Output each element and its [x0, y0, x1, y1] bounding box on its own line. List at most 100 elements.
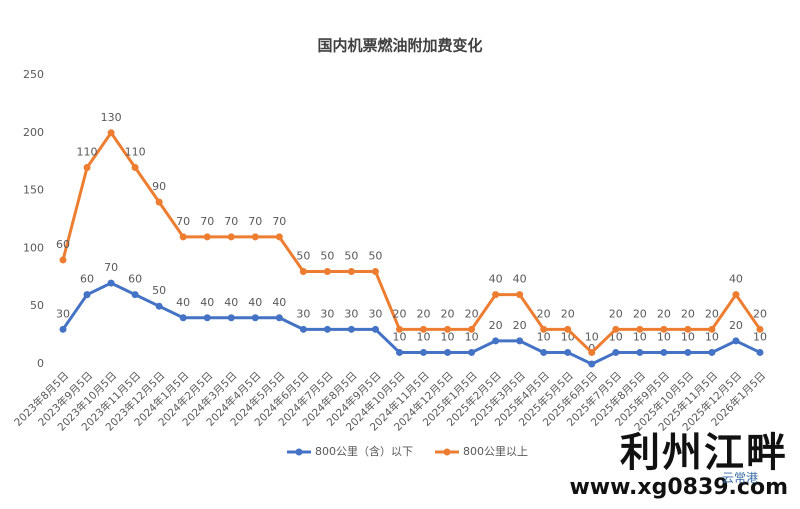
series-line [61, 130, 762, 355]
data-label: 20 [465, 307, 479, 320]
data-label: 30 [56, 307, 70, 320]
data-label: 40 [272, 296, 286, 309]
y-tick-label: 0 [37, 357, 44, 370]
data-point [708, 325, 716, 333]
data-label: 70 [272, 215, 286, 228]
data-point [155, 302, 163, 310]
data-point [420, 325, 428, 333]
data-point [251, 314, 259, 322]
data-label: 30 [320, 307, 334, 320]
watermark-corner: 云常港 [721, 471, 758, 485]
data-point [588, 348, 596, 356]
data-point [131, 163, 139, 171]
watermark-brand: 利州江畔 [620, 430, 788, 476]
data-point [612, 325, 620, 333]
data-label: 40 [200, 296, 214, 309]
data-point [708, 348, 716, 356]
data-label: 50 [368, 250, 382, 263]
data-label: 60 [128, 273, 142, 286]
data-point [420, 348, 428, 356]
data-label: 40 [224, 296, 238, 309]
data-label: 20 [537, 307, 551, 320]
data-point [516, 291, 524, 299]
chart-title: 国内机票燃油附加费变化 [317, 37, 482, 55]
data-point [323, 268, 331, 276]
data-label: 20 [609, 307, 623, 320]
y-tick-label: 250 [23, 68, 44, 81]
data-label: 110 [77, 145, 98, 158]
data-point [155, 198, 163, 206]
data-point [203, 233, 211, 241]
data-label: 50 [152, 284, 166, 297]
series-line [61, 281, 761, 366]
data-label: 10 [392, 330, 406, 343]
data-point [227, 314, 235, 322]
data-label: 20 [392, 307, 406, 320]
data-label: 10 [753, 330, 767, 343]
data-point [227, 233, 235, 241]
data-point [275, 314, 283, 322]
data-label: 70 [176, 215, 190, 228]
data-point [299, 268, 307, 276]
data-point [347, 325, 355, 333]
data-label: 90 [152, 180, 166, 193]
data-point [492, 291, 500, 299]
data-point [371, 325, 379, 333]
data-point [564, 348, 572, 356]
data-point [275, 233, 283, 241]
data-label: 20 [561, 307, 575, 320]
data-label: 70 [248, 215, 262, 228]
data-label: 60 [56, 238, 70, 251]
data-point [564, 325, 572, 333]
data-label: 20 [489, 319, 503, 332]
data-point [660, 325, 668, 333]
data-point [371, 268, 379, 276]
data-label: 10 [633, 330, 647, 343]
data-label: 40 [248, 296, 262, 309]
data-point [468, 325, 476, 333]
data-point [684, 325, 692, 333]
data-point [540, 348, 548, 356]
data-label: 50 [296, 250, 310, 263]
data-point [468, 348, 476, 356]
data-point [251, 233, 259, 241]
data-point [516, 337, 524, 345]
data-point [756, 348, 764, 356]
data-label: 30 [344, 307, 358, 320]
legend-label: 800公里（含）以下 [315, 444, 413, 458]
data-label: 70 [200, 215, 214, 228]
data-label: 30 [368, 307, 382, 320]
data-point [131, 291, 139, 299]
watermark-url: www.xg0839.com [569, 475, 788, 500]
watermark: 云常港 利州江畔 www.xg0839.com [569, 431, 788, 501]
data-label: 20 [705, 307, 719, 320]
data-label: 10 [417, 330, 431, 343]
legend-marker [295, 448, 303, 456]
data-point [444, 325, 452, 333]
data-label: 110 [125, 145, 146, 158]
data-point [636, 348, 644, 356]
data-point [179, 233, 187, 241]
data-label: 60 [80, 273, 94, 286]
data-point [588, 360, 596, 368]
data-point [492, 337, 500, 345]
legend-marker [443, 448, 451, 456]
data-label: 40 [729, 273, 743, 286]
data-label: 70 [104, 261, 118, 274]
data-label: 20 [513, 319, 527, 332]
data-point [684, 348, 692, 356]
data-label: 70 [224, 215, 238, 228]
data-label: 30 [296, 307, 310, 320]
data-point [732, 337, 740, 345]
data-label: 50 [344, 250, 358, 263]
data-point [395, 348, 403, 356]
data-label: 20 [681, 307, 695, 320]
data-point [540, 325, 548, 333]
data-point [636, 325, 644, 333]
data-label: 20 [657, 307, 671, 320]
data-point [59, 256, 67, 264]
data-point [83, 291, 91, 299]
data-label: 20 [729, 319, 743, 332]
